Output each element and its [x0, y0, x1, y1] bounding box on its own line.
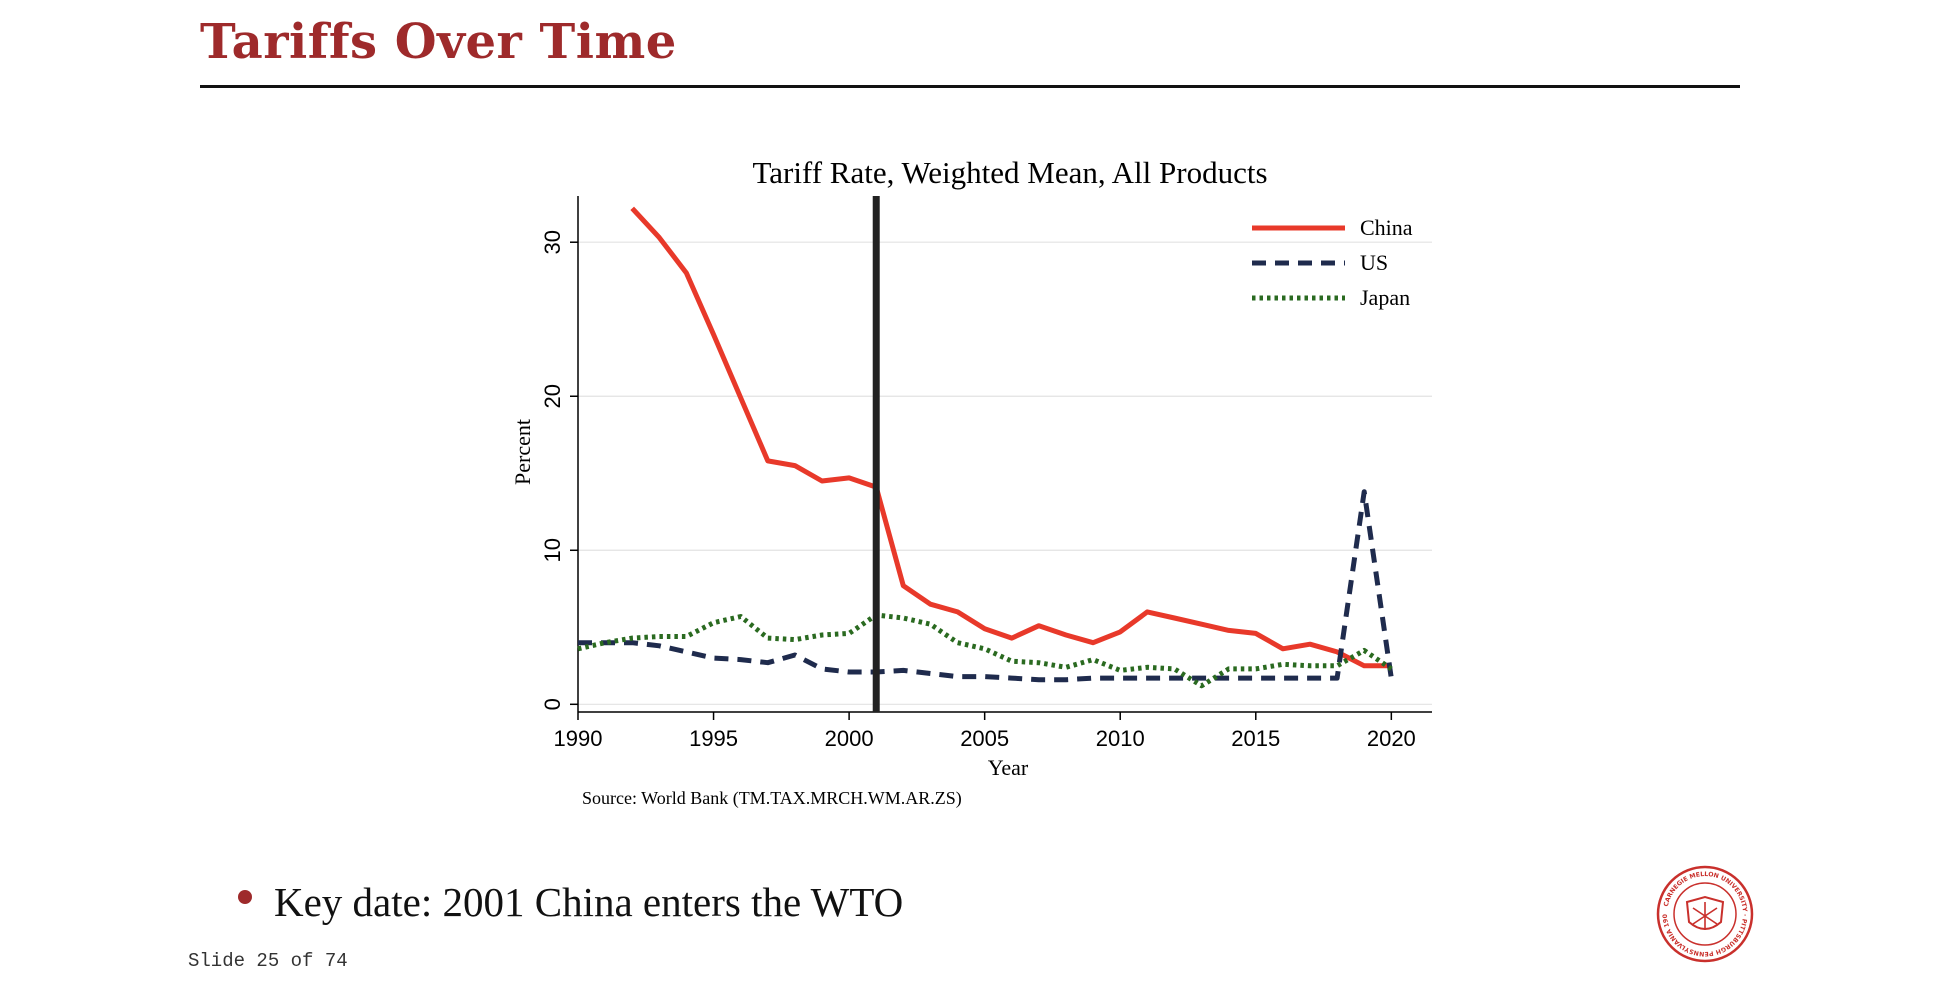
legend: China US Japan — [1252, 215, 1413, 310]
x-tick-label: 1990 — [554, 726, 603, 751]
series-line-japan — [577, 612, 1393, 689]
y-tick-label: 20 — [540, 384, 565, 408]
axes: 0 10 20 30 1990 1995 2000 2005 2010 2015 2020 — [540, 196, 1432, 751]
x-axis-label: Year — [988, 755, 1029, 780]
x-tick-label: 2000 — [825, 726, 874, 751]
chart-title: Tariff Rate, Weighted Mean, All Products — [752, 155, 1267, 190]
x-tick-label: 2015 — [1231, 726, 1280, 751]
x-tick-label: 2020 — [1367, 726, 1416, 751]
x-tick-label: 1995 — [689, 726, 738, 751]
legend-label-china: China — [1360, 215, 1413, 240]
series-line-china — [630, 206, 1392, 669]
cmu-seal-logo: CARNEGIE MELLON UNIVERSITY · PITTSBURGH … — [1655, 864, 1754, 963]
legend-label-japan: Japan — [1360, 285, 1410, 310]
title-rule — [200, 85, 1740, 88]
bullet-item: Key date: 2001 China enters the WTO — [238, 878, 903, 926]
y-tick-label: 0 — [540, 698, 565, 710]
y-tick-label: 10 — [540, 538, 565, 562]
series-line-us — [578, 489, 1394, 683]
series-lines — [577, 206, 1394, 689]
source-note: Source: World Bank (TM.TAX.MRCH.WM.AR.ZS… — [582, 788, 962, 809]
slide-title: Tariffs Over Time — [200, 14, 677, 70]
legend-label-us: US — [1360, 250, 1388, 275]
grid-lines — [578, 241, 1432, 705]
y-tick-label: 30 — [540, 230, 565, 254]
y-axis-label: Percent — [510, 419, 535, 485]
x-tick-label: 2010 — [1096, 726, 1145, 751]
bullet-dot — [238, 890, 252, 904]
x-tick-label: 2005 — [960, 726, 1009, 751]
bullet-text: Key date: 2001 China enters the WTO — [274, 879, 904, 925]
slide-number: Slide 25 of 74 — [188, 950, 348, 972]
